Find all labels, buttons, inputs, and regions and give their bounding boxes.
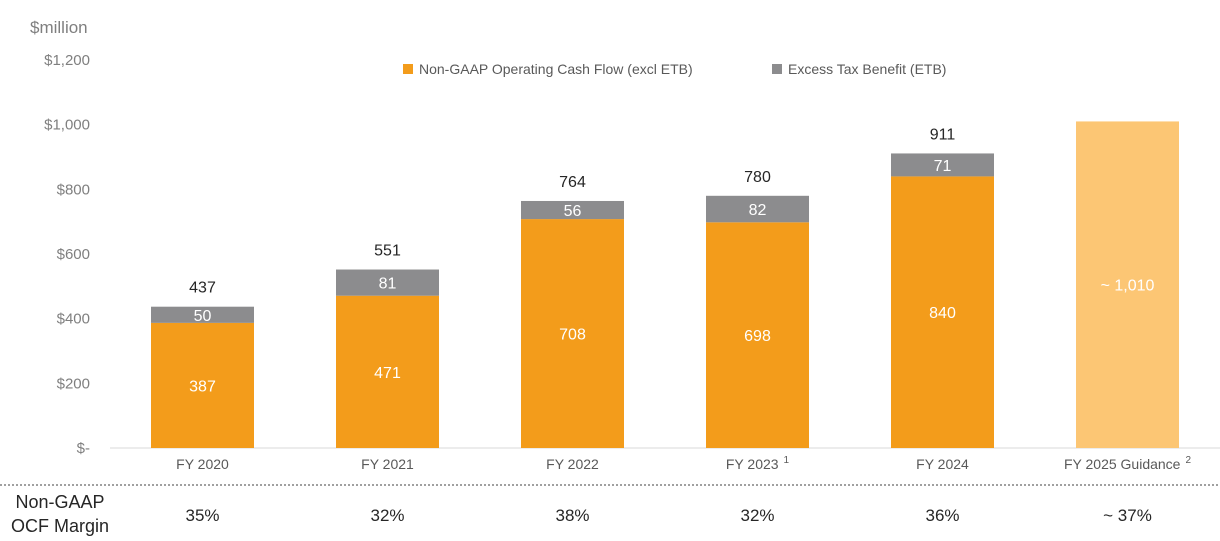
bar-total-label: 780 — [744, 169, 771, 186]
bar-etb — [521, 200, 624, 220]
x-tick-label: FY 2024 — [916, 456, 969, 472]
bar-ocf-label: 387 — [189, 378, 216, 395]
y-tick-label: $600 — [57, 246, 90, 263]
bar-etb-label: 81 — [379, 276, 397, 293]
bar-guidance-label: ~ 1,010 — [1101, 278, 1155, 295]
legend-label-1: Non-GAAP Operating Cash Flow (excl ETB) — [419, 61, 693, 77]
bar-etb-label: 56 — [564, 203, 582, 220]
y-tick-label: $- — [77, 440, 90, 457]
bar-etb-label: 82 — [749, 202, 767, 219]
y-tick-label: $400 — [57, 311, 90, 328]
bar-ocf — [891, 176, 994, 448]
x-tick-label: FY 2020 — [176, 456, 229, 472]
bar-ocf — [706, 222, 809, 448]
margin-value: 36% — [925, 506, 959, 525]
bar-etb-label: 71 — [934, 158, 952, 175]
bar-ocf — [151, 322, 254, 448]
bar-total-label: 764 — [559, 174, 586, 191]
bar-etb — [706, 195, 809, 223]
margin-row-label-line1: Non-GAAP — [15, 492, 105, 512]
bar-ocf — [336, 295, 439, 448]
bar-total-label: 911 — [930, 126, 956, 143]
bar-ocf-label: 840 — [929, 305, 956, 322]
margin-value: 38% — [555, 506, 589, 525]
bar-ocf-label: 698 — [744, 328, 771, 345]
margin-value: 32% — [370, 506, 404, 525]
bar-ocf — [521, 219, 624, 448]
x-tick-label: FY 2021 — [361, 456, 414, 472]
unit-label: $million — [30, 18, 88, 37]
bar-guidance — [1076, 121, 1179, 448]
legend-swatch-1 — [403, 64, 413, 74]
bar-etb-label: 50 — [194, 308, 212, 325]
margin-row-label-line2: OCF Margin — [10, 516, 109, 536]
bar-ocf-label: 471 — [374, 365, 401, 382]
x-tick-label: FY 2025 Guidance 2 — [1064, 455, 1192, 472]
bar-etb — [336, 269, 439, 296]
margin-value: 32% — [740, 506, 774, 525]
bar-total-label: 551 — [374, 243, 401, 260]
bar-etb — [151, 306, 254, 323]
margin-value: 35% — [185, 506, 219, 525]
legend-label-2: Excess Tax Benefit (ETB) — [788, 61, 946, 77]
y-tick-label: $1,000 — [44, 117, 90, 134]
x-tick-label: FY 2022 — [546, 456, 599, 472]
x-tick-label: FY 2023 1 — [726, 455, 790, 472]
margin-value: ~ 37% — [1103, 506, 1152, 525]
y-tick-label: $200 — [57, 375, 90, 392]
y-tick-label: $800 — [57, 181, 90, 198]
bar-ocf-label: 708 — [559, 327, 586, 344]
legend-swatch-2 — [772, 64, 782, 74]
bar-total-label: 437 — [189, 280, 216, 297]
y-tick-label: $1,200 — [44, 52, 90, 69]
bar-etb — [891, 153, 994, 177]
